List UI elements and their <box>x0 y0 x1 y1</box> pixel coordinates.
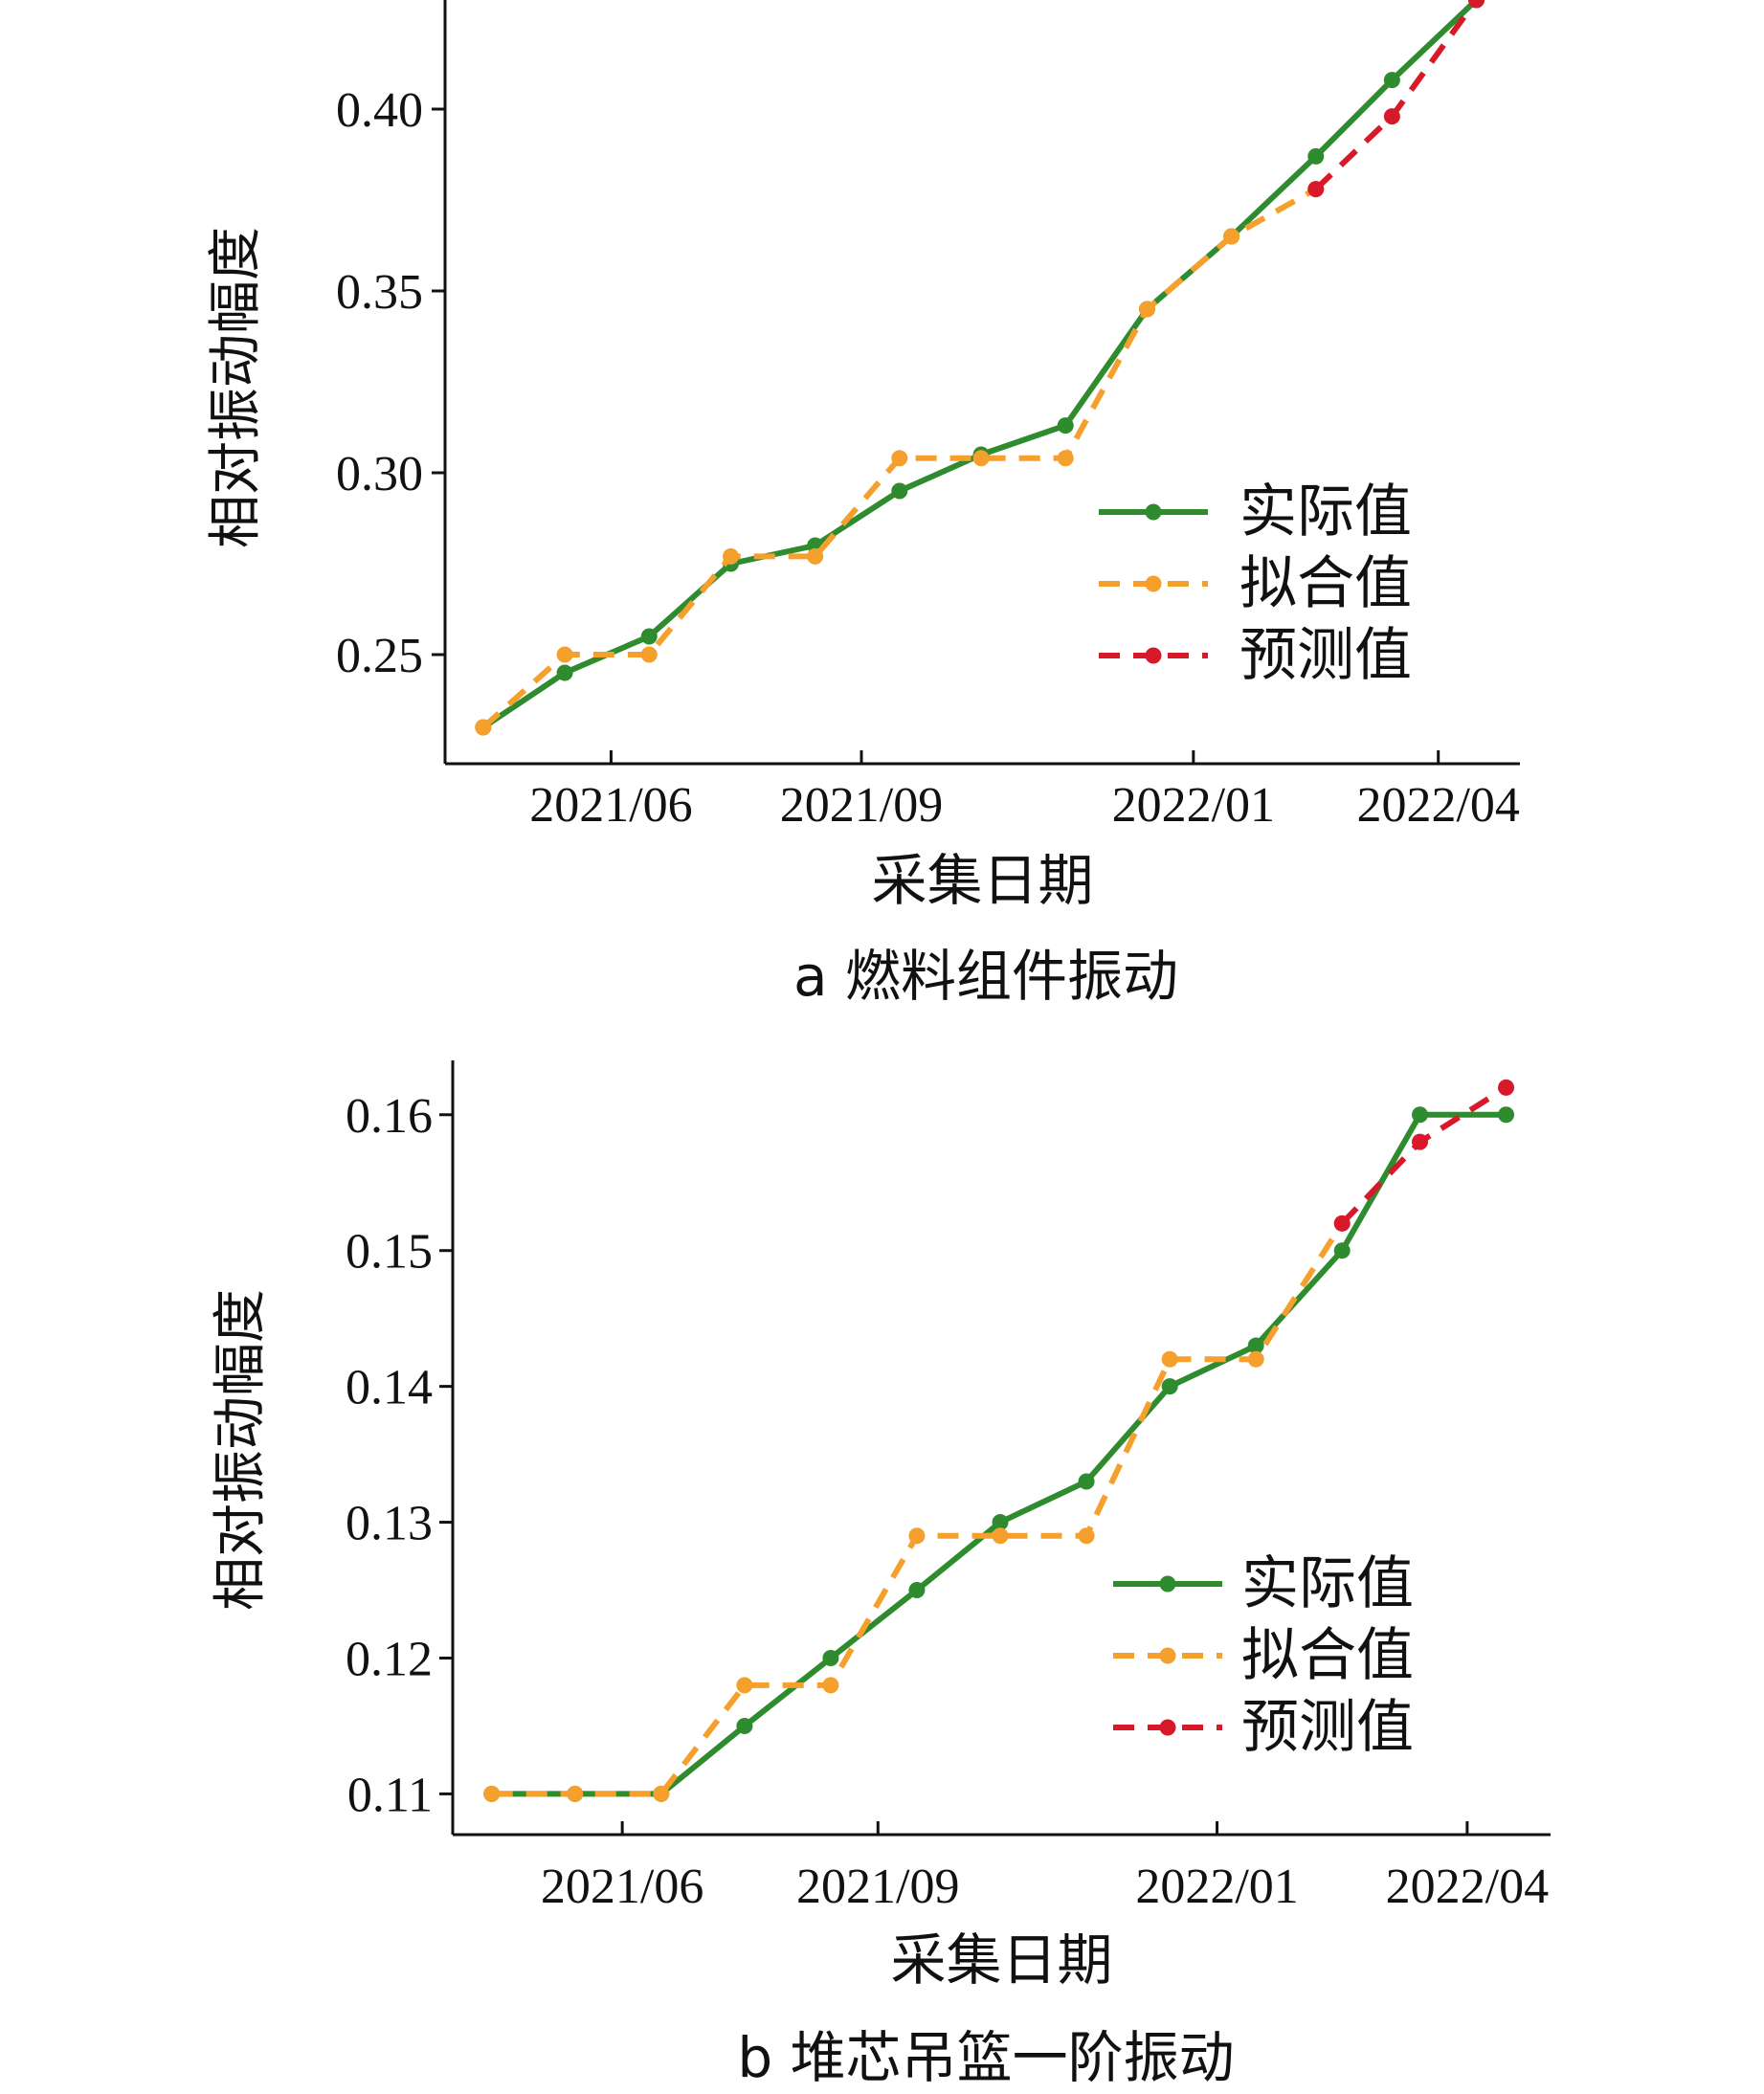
series-line-0 <box>481 0 1479 730</box>
data-point-0 <box>556 664 573 681</box>
y-tick-label: 0.40 <box>336 83 423 138</box>
data-point-0 <box>1498 1106 1515 1124</box>
legend-label: 拟合值 <box>1241 1622 1414 1689</box>
legend-marker-2 <box>1145 647 1162 664</box>
data-point-1 <box>1057 450 1074 467</box>
data-point-1 <box>1139 301 1156 318</box>
legend-marker-1 <box>1145 575 1162 592</box>
panel-caption: b 堆芯吊篮一阶振动 <box>737 2025 1234 2090</box>
data-point-1 <box>556 646 573 663</box>
panel-caption: a 燃料组件振动 <box>793 944 1178 1009</box>
data-point-2 <box>1498 1079 1515 1096</box>
y-tick-label: 0.16 <box>346 1089 433 1144</box>
y-tick-label: 0.30 <box>336 447 423 501</box>
legend-marker-1 <box>1159 1647 1176 1664</box>
data-point-0 <box>822 1649 839 1666</box>
legend-marker-2 <box>1159 1719 1176 1736</box>
data-point-1 <box>891 450 908 467</box>
legend-label: 预测值 <box>1239 622 1412 689</box>
x-tick-label: 2021/06 <box>541 1860 703 1914</box>
y-tick-label: 0.35 <box>336 265 423 320</box>
data-point-0 <box>891 482 908 500</box>
data-point-1 <box>1078 1527 1095 1545</box>
data-point-0 <box>992 1514 1009 1531</box>
x-tick-label: 2022/04 <box>1356 778 1519 833</box>
x-tick-label: 2022/01 <box>1112 778 1275 833</box>
data-point-1 <box>653 1785 670 1802</box>
y-tick-label: 0.15 <box>346 1225 433 1280</box>
data-point-0 <box>1383 72 1400 89</box>
data-point-0 <box>1078 1473 1095 1490</box>
series-line-2 <box>1313 0 1479 191</box>
data-point-0 <box>1307 147 1325 165</box>
x-tick-label: 2022/04 <box>1386 1860 1549 1914</box>
data-point-1 <box>972 450 990 467</box>
data-point-2 <box>1383 108 1400 125</box>
data-point-1 <box>475 719 492 736</box>
data-point-1 <box>567 1785 584 1802</box>
data-point-2 <box>1412 1133 1429 1150</box>
x-tick-label: 2021/06 <box>529 778 692 833</box>
legend-label: 预测值 <box>1241 1694 1414 1761</box>
data-point-1 <box>992 1527 1009 1545</box>
legend-marker-0 <box>1159 1575 1176 1593</box>
x-axis-title: 采集日期 <box>890 1927 1112 1993</box>
data-point-0 <box>908 1582 926 1599</box>
data-point-2 <box>1307 181 1325 198</box>
series-line-1 <box>491 1221 1345 1797</box>
data-point-1 <box>1161 1350 1178 1368</box>
data-point-0 <box>1412 1106 1429 1124</box>
data-point-2 <box>1333 1214 1351 1232</box>
series-line-0 <box>491 1111 1507 1797</box>
x-axis-title: 采集日期 <box>871 848 1093 913</box>
y-axis-title: 相对振动幅度 <box>205 227 267 548</box>
data-point-1 <box>1223 228 1240 245</box>
data-point-0 <box>1333 1242 1351 1259</box>
legend-marker-0 <box>1145 503 1162 521</box>
data-point-0 <box>1161 1378 1178 1395</box>
legend-label: 实际值 <box>1239 479 1412 546</box>
data-point-0 <box>640 628 658 645</box>
chart-panel-b: 0.11 0.12 0.13 0.14 0.15 0.16 2021/06 2021/09 20… <box>210 1060 1551 2090</box>
data-point-1 <box>822 1677 839 1694</box>
data-point-1 <box>807 547 824 565</box>
x-tick-label: 2022/01 <box>1135 1860 1298 1914</box>
legend-label: 拟合值 <box>1239 550 1412 617</box>
data-point-1 <box>640 646 658 663</box>
y-tick-label: 0.25 <box>336 629 423 683</box>
data-point-1 <box>483 1785 501 1802</box>
data-point-2 <box>1468 0 1485 9</box>
chart-panel-a: 0.25 0.30 0.35 0.40 2021/06 2021/09 2022/01 202… <box>205 0 1520 1009</box>
y-tick-label: 0.12 <box>346 1632 433 1686</box>
x-tick-label: 2021/09 <box>780 778 943 833</box>
data-point-1 <box>723 547 740 565</box>
data-point-0 <box>1247 1337 1264 1354</box>
data-point-1 <box>908 1527 926 1545</box>
data-point-1 <box>1247 1350 1264 1368</box>
data-point-1 <box>736 1677 753 1694</box>
y-tick-label: 0.13 <box>346 1497 433 1551</box>
legend-label: 实际值 <box>1241 1550 1414 1617</box>
y-tick-label: 0.14 <box>346 1361 433 1415</box>
x-tick-label: 2021/09 <box>796 1860 959 1914</box>
y-axis-title: 相对振动幅度 <box>210 1289 272 1611</box>
data-point-0 <box>1057 417 1074 434</box>
data-point-0 <box>736 1717 753 1734</box>
y-tick-label: 0.11 <box>347 1768 433 1822</box>
